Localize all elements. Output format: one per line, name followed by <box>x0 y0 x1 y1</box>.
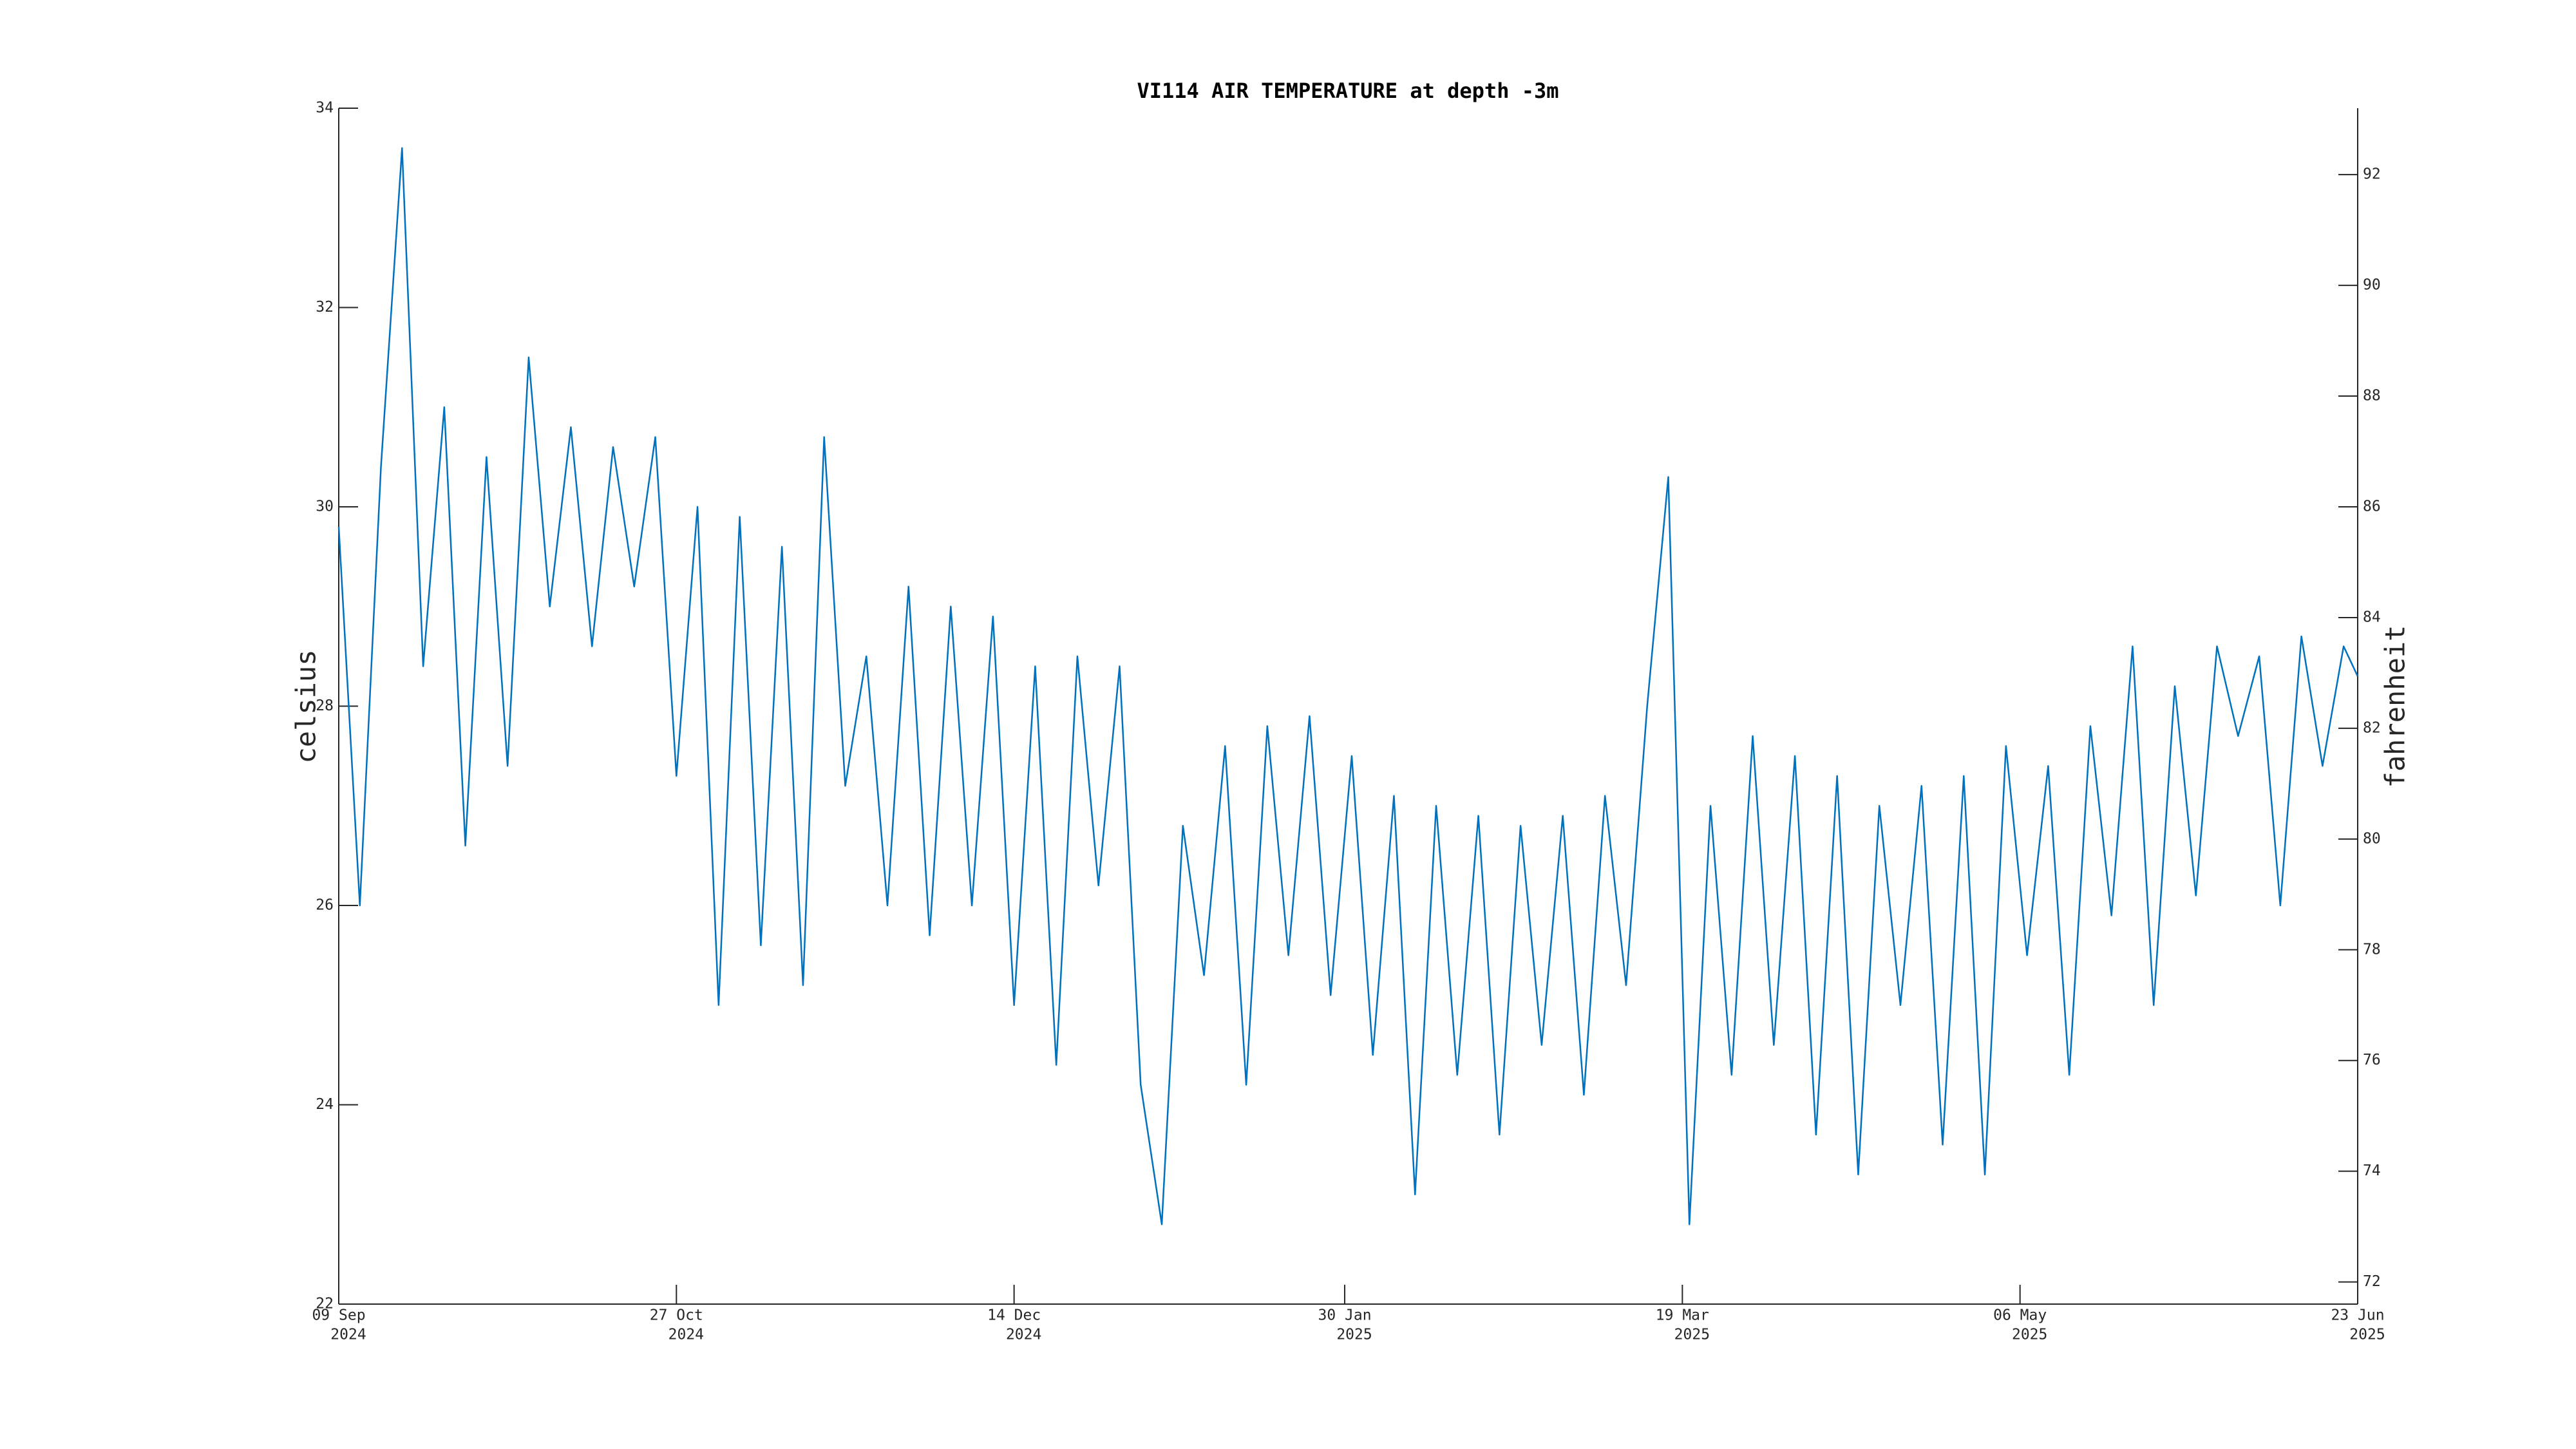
y2-tick-label: 76 <box>2363 1052 2381 1068</box>
data-line <box>337 147 2359 1226</box>
y2-tick-label: 92 <box>2363 166 2381 183</box>
x-tick-label: 14 Dec <box>987 1307 1041 1324</box>
x-tick-label: 23 Jun <box>2331 1307 2384 1324</box>
y2-tick-label: 90 <box>2363 277 2381 294</box>
y-tick-label: 22 <box>316 1296 334 1312</box>
y-tick-label: 34 <box>316 100 334 117</box>
x-tick-label: 2025 <box>2349 1327 2385 1343</box>
x-tick-label: 27 Oct <box>650 1307 703 1324</box>
y2-tick-label: 72 <box>2363 1273 2381 1290</box>
y2-tick-label: 84 <box>2363 609 2381 625</box>
chart-title: VI114 AIR TEMPERATURE at depth -3m <box>1137 79 1558 103</box>
y-tick-label: 26 <box>316 897 334 914</box>
x-tick-label: 19 Mar <box>1656 1307 1709 1324</box>
y2-tick-label: 82 <box>2363 719 2381 736</box>
x-tick-label: 2025 <box>1336 1327 1372 1343</box>
y2-tick-label: 74 <box>2363 1162 2381 1179</box>
y2-tick-label: 88 <box>2363 388 2381 404</box>
y2-tick-label: 86 <box>2363 498 2381 515</box>
y-tick-label: 24 <box>316 1096 334 1113</box>
x-tick-label: 2025 <box>1674 1327 1710 1343</box>
x-tick-label: 2024 <box>330 1327 366 1343</box>
x-tick-label: 2024 <box>668 1327 704 1343</box>
x-tick-label: 2025 <box>2012 1327 2047 1343</box>
x-tick-label: 06 May <box>1993 1307 2047 1324</box>
y-tick-label: 32 <box>316 299 334 316</box>
x-tick-label: 09 Sep <box>312 1307 365 1324</box>
y-axis-label: celsius <box>290 649 322 763</box>
y-tick-label: 30 <box>316 498 334 515</box>
x-tick-label: 30 Jan <box>1318 1307 1371 1324</box>
y2-tick-label: 80 <box>2363 830 2381 847</box>
y2-axis-label: fahrenheit <box>2380 625 2411 788</box>
y-tick-label: 28 <box>316 697 334 714</box>
x-tick-label: 2024 <box>1006 1327 1041 1343</box>
y2-tick-label: 78 <box>2363 941 2381 958</box>
